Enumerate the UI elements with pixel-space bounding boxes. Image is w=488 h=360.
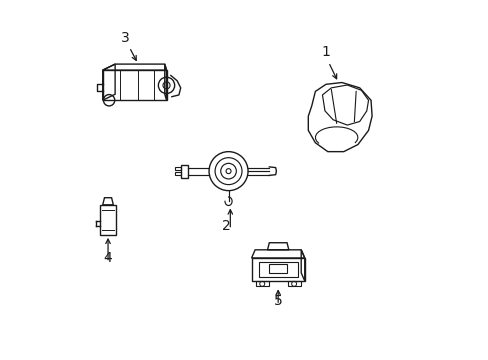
Text: 4: 4 xyxy=(103,251,112,265)
Text: 3: 3 xyxy=(121,31,130,45)
Text: 1: 1 xyxy=(321,45,330,59)
Text: 5: 5 xyxy=(273,294,282,307)
Text: 2: 2 xyxy=(222,219,231,233)
